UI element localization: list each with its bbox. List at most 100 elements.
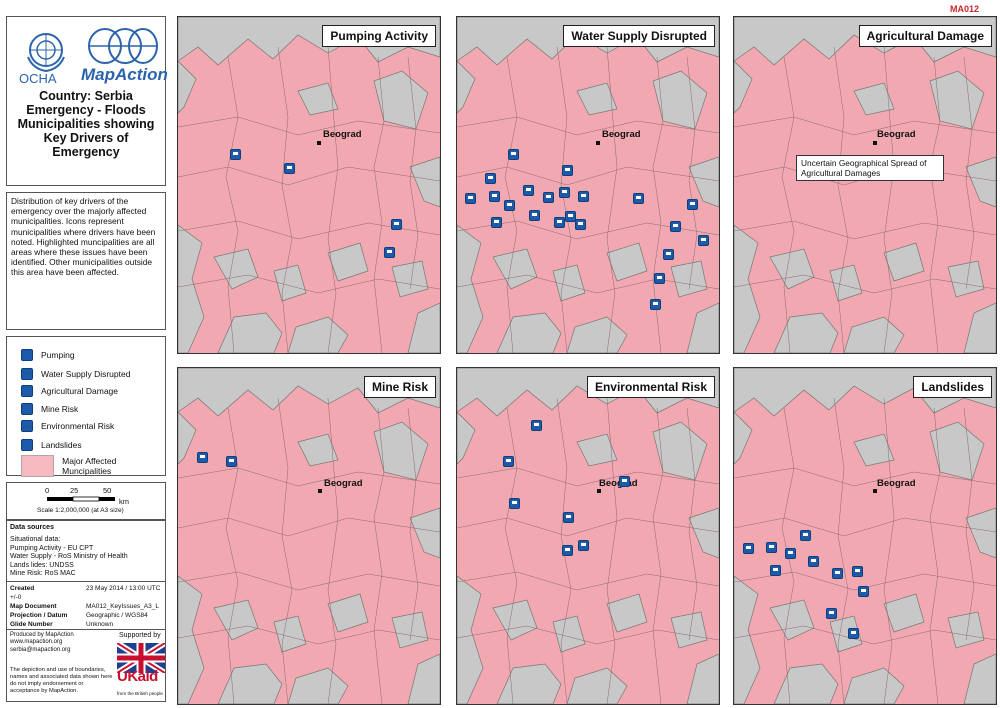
- scale-tick: 50: [103, 486, 112, 495]
- landslide-icon: [785, 548, 796, 559]
- city-marker: [873, 141, 877, 145]
- water-tap-icon: [575, 219, 586, 230]
- map-base: [457, 17, 719, 353]
- landslide-icon: [770, 565, 781, 576]
- environment-icon: [563, 512, 574, 523]
- sources-heading: Data sources: [10, 524, 54, 531]
- water-tap-icon: [562, 165, 573, 176]
- map-panel-mine: Mine Risk Beograd: [177, 367, 441, 705]
- map-panel-agri: Agricultural Damage Beograd Uncertain Ge…: [733, 16, 997, 354]
- water-tap-icon: [529, 210, 540, 221]
- legend-label: Water Supply Disrupted: [41, 369, 131, 379]
- map-panel-landslides: Landslides Beograd: [733, 367, 997, 705]
- landslide-icon: [858, 586, 869, 597]
- landslide-icon: [852, 566, 863, 577]
- landslide-icon: [826, 608, 837, 619]
- mapaction-globe-icon: [88, 28, 158, 64]
- legend-env: Environmental Risk: [21, 420, 114, 432]
- pump-icon: [21, 349, 33, 361]
- sources-box: Data sources Situational data: Pumping A…: [6, 520, 166, 702]
- city-label: Beograd: [602, 129, 641, 140]
- environment-icon: [578, 540, 589, 551]
- panel-title: Water Supply Disrupted: [563, 25, 715, 47]
- city-marker: [317, 141, 321, 145]
- meta-key: Glide Number: [10, 621, 53, 628]
- map-panel-env: Environmental Risk Beograd: [456, 367, 720, 705]
- city-label: Beograd: [324, 478, 363, 489]
- meta-key: Created: [10, 585, 35, 592]
- city-label: Beograd: [599, 478, 638, 489]
- meta-value: Geographic / WGS84: [86, 612, 148, 619]
- pump-icon: [284, 163, 295, 174]
- map-base: [178, 17, 440, 353]
- landslide-icon: [808, 556, 819, 567]
- city-label: Beograd: [323, 129, 362, 140]
- legend-affected: Major Affected Muncipalities: [21, 455, 165, 477]
- water-tap-icon: [485, 173, 496, 184]
- water-tap-icon: [489, 191, 500, 202]
- meta-key: Projection / Datum: [10, 612, 68, 619]
- side-panel: OCHA MapAction Country: Serbia Emergency…: [6, 16, 168, 702]
- city-marker: [318, 489, 322, 493]
- landslide-icon: [800, 530, 811, 541]
- water-tap-icon: [698, 235, 709, 246]
- un-emblem-icon: [27, 33, 65, 73]
- ukaid-tagline: from the British people: [117, 691, 163, 696]
- water-tap-icon: [578, 191, 589, 202]
- landslide-icon: [832, 568, 843, 579]
- logo-box: OCHA MapAction Country: Serbia Emergency…: [6, 16, 168, 186]
- environment-icon: [21, 420, 33, 432]
- legend: Pumping Water Supply Disrupted Agricultu…: [6, 336, 166, 477]
- map-base: [457, 368, 719, 704]
- environment-icon: [531, 420, 542, 431]
- legend-label: Landslides: [41, 440, 82, 450]
- produced-by: Produced by MapAction www.mapaction.org …: [10, 632, 74, 653]
- environment-icon: [509, 498, 520, 509]
- water-tap-icon: [565, 211, 576, 222]
- environment-icon: [562, 545, 573, 556]
- meta-value: MA012_KeyIssues_A3_L: [86, 603, 159, 610]
- city-marker: [873, 489, 877, 493]
- legend-label: Mine Risk: [41, 404, 79, 414]
- city-marker: [597, 489, 601, 493]
- supported-by: Supported by: [119, 632, 161, 639]
- agriculture-icon: [21, 385, 33, 397]
- agri-note: Uncertain Geographical Spread of Agricul…: [796, 155, 944, 181]
- water-tap-icon: [543, 192, 554, 203]
- pump-icon: [230, 149, 241, 160]
- city-marker: [596, 141, 600, 145]
- map-base: [178, 368, 440, 704]
- pump-icon: [391, 219, 402, 230]
- water-tap-icon: [554, 217, 565, 228]
- affected-swatch: [21, 455, 55, 477]
- water-tap-icon: [559, 187, 570, 198]
- legend-pumping: Pumping: [21, 349, 75, 361]
- uk-flag-icon: [117, 643, 165, 673]
- scale-unit: km: [119, 497, 129, 506]
- mine-icon: [197, 452, 208, 463]
- legend-label: Pumping: [41, 350, 75, 360]
- legend-mine: Mine Risk: [21, 403, 78, 415]
- map-description: Distribution of key drivers of the emerg…: [6, 192, 166, 330]
- water-tap-icon: [670, 221, 681, 232]
- water-tap-icon: [633, 193, 644, 204]
- legend-label: Environmental Risk: [41, 421, 115, 431]
- legend-agri: Agricultural Damage: [21, 385, 118, 397]
- source-line: Situational data:: [10, 536, 61, 544]
- scale-tick: 25: [70, 486, 79, 495]
- water-tap-icon: [663, 249, 674, 260]
- meta-value: 23 May 2014 / 13:00 UTC +/-0: [10, 585, 161, 601]
- mapaction-logo: MapAction: [81, 65, 168, 84]
- environment-icon: [619, 476, 630, 487]
- legend-label: Agricultural Damage: [41, 386, 119, 396]
- water-tap-icon: [687, 199, 698, 210]
- landslide-icon: [743, 543, 754, 554]
- mine-icon: [21, 403, 33, 415]
- source-line: Lands lides: UNDSS: [10, 561, 74, 569]
- disclaimer: The depiction and use of boundaries, nam…: [10, 667, 113, 694]
- water-tap-icon: [650, 299, 661, 310]
- landslide-icon: [21, 439, 33, 451]
- scale-tick: 0: [45, 486, 50, 495]
- panel-title: Landslides: [913, 376, 992, 398]
- water-tap-icon: [523, 185, 534, 196]
